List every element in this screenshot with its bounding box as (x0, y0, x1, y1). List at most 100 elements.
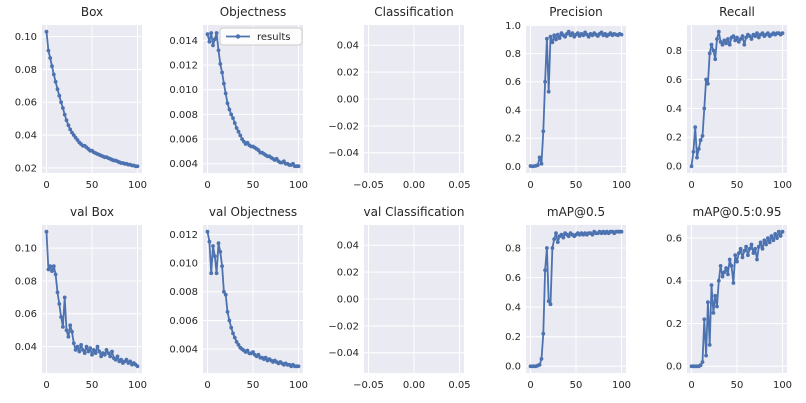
data-point-marker (225, 101, 230, 106)
data-point-marker (68, 127, 73, 132)
y-tick-label: 0.4 (505, 303, 521, 314)
data-point-marker (73, 348, 78, 352)
data-point-marker (90, 352, 94, 357)
data-point-marker (245, 348, 250, 353)
data-point-marker (619, 32, 623, 37)
data-point-marker (544, 246, 549, 250)
x-tick-label: 0 (205, 180, 211, 191)
data-point-marker (696, 147, 701, 151)
x-tick-label: −0.05 (354, 380, 385, 391)
x-tick-label: 0.05 (449, 180, 471, 191)
data-point-marker (734, 35, 739, 40)
data-point-marker (86, 349, 91, 354)
data-point-marker (725, 272, 730, 277)
chart-val-box: 0.04 0.06 0.08 0.10 0 50 100 val Box (15, 205, 147, 391)
data-point-marker (714, 37, 719, 41)
data-point-marker (539, 161, 543, 166)
data-point-marker (738, 37, 743, 41)
data-point-marker (95, 344, 100, 349)
data-point-marker (88, 346, 93, 351)
x-tick-label: 100 (773, 180, 792, 191)
data-point-marker (236, 342, 241, 347)
data-point-marker (229, 112, 234, 117)
data-point-marker (548, 34, 552, 39)
y-tick-label: 0.0 (666, 362, 682, 373)
data-point-marker (722, 38, 726, 43)
data-point-marker (113, 357, 118, 362)
data-point-marker (751, 251, 756, 255)
data-point-marker (234, 126, 239, 130)
data-point-marker (108, 354, 113, 359)
x-tick-label: 0.00 (403, 380, 425, 391)
subplot-title: Recall (719, 5, 755, 19)
subplot-title: Classification (375, 5, 454, 19)
data-point-marker (731, 281, 736, 285)
data-point-marker (745, 253, 750, 258)
data-point-marker (720, 42, 725, 47)
data-point-marker (758, 240, 763, 245)
data-point-marker (590, 232, 594, 237)
data-point-marker (540, 331, 545, 336)
data-point-marker (70, 329, 74, 334)
data-point-marker (723, 266, 728, 270)
legend-box (219, 27, 303, 46)
data-point-marker (763, 242, 768, 247)
data-point-marker (48, 264, 53, 269)
data-point-marker (546, 89, 551, 94)
data-point-marker (742, 42, 746, 47)
y-tick-label: 0.08 (15, 276, 37, 287)
subplot-title: Box (81, 5, 103, 19)
x-tick-label: 0 (688, 380, 694, 391)
data-point-marker (713, 57, 717, 62)
y-tick-label: 0.006 (170, 316, 199, 327)
y-tick-label: 0.0 (666, 162, 682, 173)
chart-recall: 0.0 0.2 0.4 0.6 0.8 0 50 100 Recall (666, 5, 792, 191)
y-tick-label: 0.012 (170, 61, 199, 72)
data-point-marker (546, 299, 551, 304)
data-point-marker (709, 283, 714, 287)
y-tick-label: 0.02 (337, 68, 359, 79)
y-tick-label: 0.02 (15, 163, 37, 174)
data-point-marker (77, 349, 82, 354)
chart-map-0-5-0-95: 0.0 0.2 0.4 0.6 0 50 100 mAP@0.5:0.95 (666, 205, 792, 391)
data-point-marker (93, 351, 98, 355)
y-tick-label: 0.10 (15, 244, 37, 255)
subplot-box: 0.02 0.04 0.06 0.08 0.10 0 50 100 Box (0, 0, 161, 200)
data-point-marker (776, 229, 781, 234)
data-point-marker (749, 242, 754, 247)
data-point-marker (251, 350, 256, 354)
data-point-marker (731, 34, 736, 38)
data-point-marker (71, 341, 76, 346)
data-point-marker (211, 244, 216, 248)
x-tick-label: 100 (128, 380, 147, 391)
data-point-marker (207, 239, 212, 244)
data-point-marker (44, 29, 49, 34)
data-point-marker (62, 295, 67, 300)
data-point-marker (743, 244, 748, 249)
data-point-marker (57, 302, 62, 306)
data-point-marker (754, 257, 759, 262)
data-point-marker (68, 323, 73, 328)
data-point-marker (619, 229, 623, 234)
data-point-marker (55, 290, 60, 295)
data-point-marker (747, 34, 752, 38)
subplot-recall: 0.0 0.2 0.4 0.6 0.8 0 50 100 Recall (645, 0, 806, 200)
y-tick-label: 0.008 (170, 287, 199, 298)
x-tick-label: 50 (730, 180, 743, 191)
y-tick-label: 0.06 (15, 98, 37, 109)
data-point-marker (566, 234, 571, 239)
data-point-marker (537, 362, 542, 367)
data-point-marker (542, 268, 547, 273)
data-point-marker (53, 272, 58, 277)
data-point-marker (691, 149, 696, 154)
data-point-marker (119, 357, 123, 362)
data-point-marker (729, 264, 734, 268)
data-point-marker (749, 37, 754, 41)
y-tick-label: 0.010 (170, 259, 199, 270)
data-point-marker (296, 164, 301, 169)
data-point-marker (55, 87, 60, 92)
data-point-marker (135, 164, 140, 169)
x-tick-label: 0 (43, 180, 49, 191)
data-point-marker (66, 123, 71, 128)
